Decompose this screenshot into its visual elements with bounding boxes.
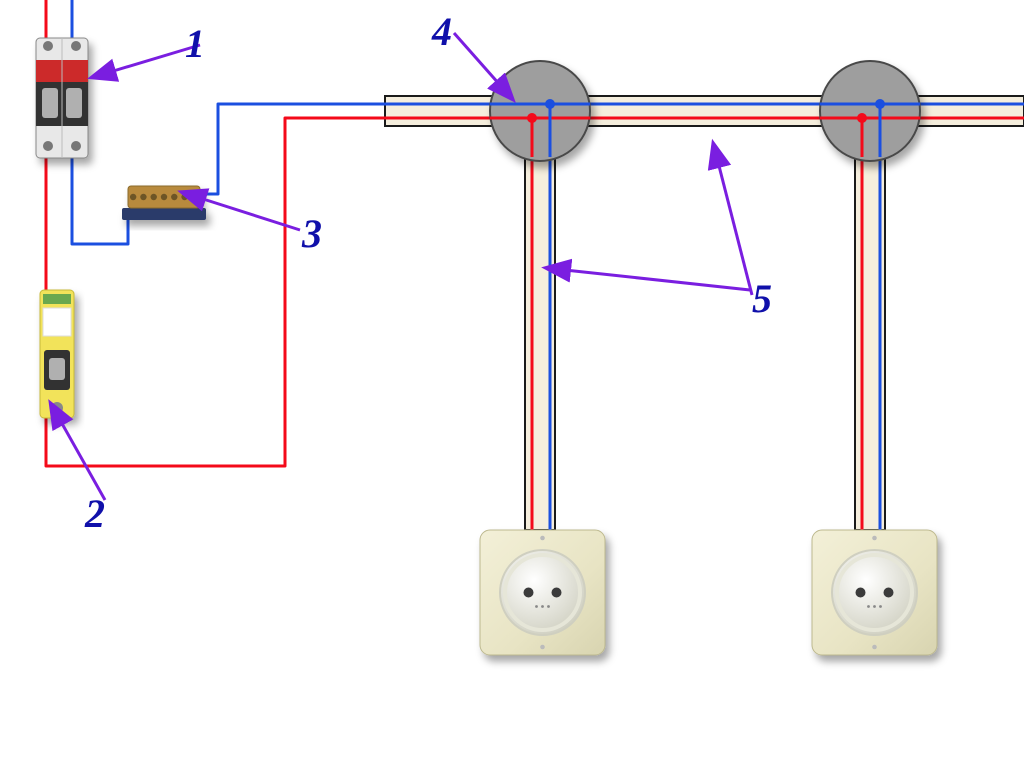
callout-arrow-4 [454, 33, 500, 85]
wire-blue-busbar-to-conduit [198, 104, 385, 194]
two-pole-breaker [36, 38, 88, 158]
single-pole-breaker [40, 290, 74, 418]
junction-dot-blue [545, 99, 555, 109]
socket-outlet-2 [812, 530, 937, 655]
callout-label-3: 3 [302, 210, 322, 257]
callout-arrow-3 [200, 198, 300, 230]
callout-arrow-2 [60, 420, 105, 500]
junction-dot-red [527, 113, 537, 123]
callout-label-5: 5 [752, 275, 772, 322]
junction-box-2 [820, 61, 920, 161]
callout-arrow-5a [565, 270, 750, 290]
junction-box-1 [490, 61, 590, 161]
callout-arrow-5b [718, 162, 752, 295]
conduit-drop-1 [525, 125, 555, 530]
wiring-diagram [0, 0, 1024, 757]
socket-outlet-1 [480, 530, 605, 655]
diagram-stage: 1 2 3 4 5 [0, 0, 1024, 757]
conduit-drop-2 [855, 125, 885, 530]
callout-label-4: 4 [432, 8, 452, 55]
conduit-horizontal [385, 96, 1024, 126]
junction-dot-red [857, 113, 867, 123]
wire-red-single-to-conduit [46, 118, 385, 466]
callout-label-1: 1 [185, 20, 205, 67]
callout-label-2: 2 [85, 490, 105, 537]
neutral-busbar [122, 186, 206, 220]
wire-blue-breaker-to-busbar [72, 158, 128, 244]
junction-dot-blue [875, 99, 885, 109]
